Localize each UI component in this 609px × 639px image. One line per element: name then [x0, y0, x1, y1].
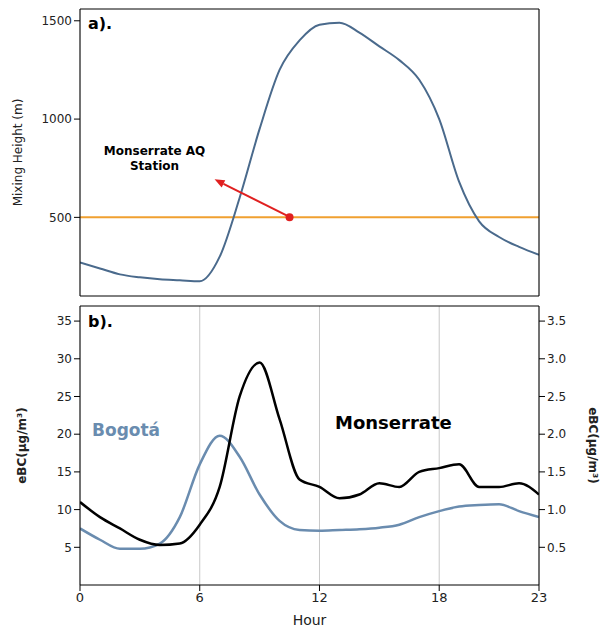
svg-text:15: 15 [57, 465, 72, 479]
svg-text:12: 12 [311, 590, 328, 605]
svg-text:1.5: 1.5 [547, 465, 566, 479]
svg-text:eBC(μg/m³): eBC(μg/m³) [15, 407, 29, 484]
html-text:Bogotá: Bogotá [92, 420, 161, 440]
html-text:Monserrate: Monserrate [335, 412, 452, 433]
html-text:a).: a). [88, 14, 113, 33]
svg-text:0.5: 0.5 [547, 541, 566, 555]
svg-text:25: 25 [57, 390, 72, 404]
html-text:b).: b). [88, 312, 113, 331]
svg-text:Mixing Height (m): Mixing Height (m) [11, 99, 25, 207]
svg-text:Station: Station [130, 159, 179, 173]
svg-text:23: 23 [531, 590, 548, 605]
svg-text:2.0: 2.0 [547, 427, 566, 441]
svg-text:20: 20 [57, 427, 72, 441]
svg-text:1.0: 1.0 [547, 503, 566, 517]
svg-text:5: 5 [64, 541, 72, 555]
svg-text:1000: 1000 [41, 112, 72, 126]
svg-text:500: 500 [49, 211, 72, 225]
svg-text:30: 30 [57, 352, 72, 366]
svg-text:Monserrate AQ: Monserrate AQ [104, 144, 205, 158]
svg-text:2.5: 2.5 [547, 390, 566, 404]
svg-text:0: 0 [76, 590, 84, 605]
svg-text:3.5: 3.5 [547, 314, 566, 328]
svg-text:eBC(μg/m³): eBC(μg/m³) [586, 407, 600, 484]
svg-text:Hour: Hour [293, 612, 327, 628]
svg-text:10: 10 [57, 503, 72, 517]
svg-text:1500: 1500 [41, 14, 72, 28]
svg-text:3.0: 3.0 [547, 352, 566, 366]
svg-text:18: 18 [431, 590, 448, 605]
svg-text:35: 35 [57, 314, 72, 328]
svg-text:6: 6 [196, 590, 204, 605]
